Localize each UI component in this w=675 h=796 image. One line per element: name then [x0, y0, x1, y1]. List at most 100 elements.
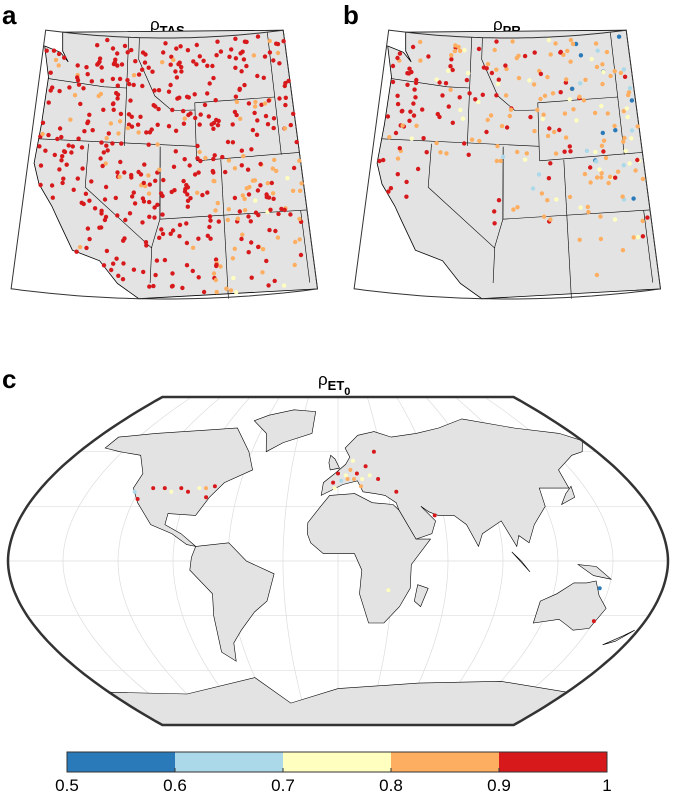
station-dot: [573, 41, 579, 47]
station-dot: [640, 234, 646, 239]
station-dot: [332, 486, 337, 491]
station-dot: [89, 179, 94, 184]
station-dot: [218, 264, 223, 269]
station-dot: [108, 121, 114, 126]
station-dot: [127, 81, 132, 87]
station-dot: [214, 262, 219, 267]
station-dot: [220, 154, 225, 160]
station-dot: [109, 267, 114, 273]
station-dot: [421, 136, 426, 141]
station-dot: [466, 152, 471, 157]
station-dot: [540, 116, 545, 122]
station-dot: [104, 143, 109, 148]
panel-title: ρET0: [318, 370, 350, 398]
station-dot: [446, 68, 451, 74]
station-dot: [110, 76, 116, 82]
station-dot: [568, 37, 574, 43]
station-dot: [99, 211, 104, 216]
station-dot: [504, 125, 510, 130]
station-dot: [599, 143, 605, 148]
station-dot: [604, 49, 610, 55]
station-dot: [390, 63, 396, 69]
station-dot: [552, 129, 557, 135]
station-dot: [119, 62, 125, 67]
station-dot: [104, 248, 110, 254]
station-dot: [291, 111, 296, 117]
station-dot: [226, 207, 231, 212]
station-dot: [253, 99, 258, 105]
station-dot: [359, 484, 363, 489]
station-dot: [635, 124, 640, 129]
station-dot: [205, 190, 210, 195]
station-dot: [408, 109, 413, 114]
panel-label: a: [2, 0, 17, 30]
station-dot: [259, 102, 264, 108]
station-dot: [62, 149, 68, 155]
station-dot: [577, 94, 582, 100]
station-dot: [568, 149, 573, 154]
state-border: [48, 78, 127, 89]
station-dot: [117, 174, 122, 180]
station-dot: [237, 209, 242, 214]
station-dot: [195, 190, 200, 195]
station-dot: [163, 41, 168, 46]
station-dot: [260, 270, 265, 275]
station-dot: [230, 122, 235, 127]
station-dot: [87, 112, 92, 118]
station-dot: [409, 69, 414, 75]
station-dot: [216, 219, 221, 224]
station-dot: [213, 98, 218, 103]
station-dot: [494, 39, 499, 44]
station-dot: [208, 236, 213, 241]
station-dot: [234, 99, 240, 105]
station-dot: [554, 197, 559, 202]
station-dot: [132, 489, 137, 494]
station-dot: [531, 82, 537, 87]
station-dot: [275, 235, 281, 240]
station-dot: [173, 149, 178, 154]
station-dot: [298, 252, 304, 258]
map-frame: [10, 29, 319, 300]
station-dot: [495, 81, 501, 87]
station-dot: [97, 225, 102, 230]
station-dot: [563, 80, 569, 85]
station-dot: [155, 202, 160, 207]
station-dot: [157, 235, 162, 240]
station-dot: [424, 150, 429, 155]
station-dot: [68, 117, 73, 122]
station-dot: [179, 69, 184, 74]
station-dot: [38, 182, 43, 188]
continent: [532, 580, 607, 631]
station-dot: [104, 136, 109, 141]
station-dot: [99, 140, 104, 145]
station-dot: [249, 275, 254, 280]
station-dot: [195, 156, 200, 161]
station-dot: [352, 477, 356, 481]
station-dot: [293, 239, 298, 245]
title-subscript: ET: [328, 378, 345, 393]
station-dot: [67, 85, 72, 90]
station-dot: [567, 194, 573, 200]
station-dot: [89, 79, 95, 84]
station-dot: [48, 70, 53, 75]
station-dot: [151, 283, 156, 289]
station-dot: [178, 44, 183, 49]
station-dot: [386, 588, 391, 593]
station-dot: [494, 158, 499, 164]
station-dot: [449, 53, 454, 58]
station-dot: [404, 179, 409, 185]
colorbar-segment: [283, 752, 391, 772]
station-dot: [98, 91, 104, 97]
station-dot: [599, 103, 604, 109]
station-dot: [50, 85, 55, 90]
station-dot: [218, 49, 224, 54]
station-dot: [496, 198, 502, 203]
station-dot: [186, 489, 190, 494]
station-dot: [126, 112, 132, 117]
station-dot: [213, 208, 218, 213]
station-dot: [143, 240, 149, 245]
station-dot: [621, 67, 627, 72]
station-dot: [232, 246, 237, 251]
station-dot: [203, 155, 208, 161]
station-dot: [38, 163, 44, 168]
